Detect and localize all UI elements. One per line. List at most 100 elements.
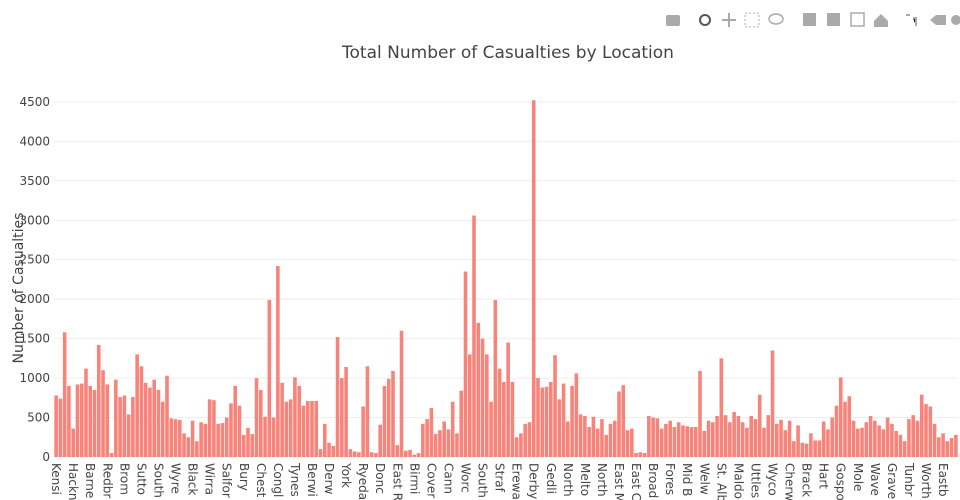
bar xyxy=(438,430,442,457)
bar xyxy=(736,415,741,457)
bar xyxy=(583,415,587,457)
bar xyxy=(301,405,306,457)
y-tick-label: 4000 xyxy=(19,134,50,148)
zoom-icon[interactable] xyxy=(699,14,711,26)
bar xyxy=(702,430,707,457)
bar xyxy=(766,415,771,457)
bar xyxy=(591,416,596,457)
y-tick-label: 2000 xyxy=(19,292,50,306)
bar xyxy=(186,437,191,457)
bar xyxy=(634,453,638,457)
y-tick-label: 1500 xyxy=(19,332,50,346)
bar xyxy=(369,452,374,457)
x-tick-label: Worth xyxy=(919,463,933,499)
spike-icon[interactable] xyxy=(906,14,917,26)
bar xyxy=(779,419,783,457)
bar xyxy=(421,423,425,457)
bar xyxy=(199,422,203,457)
x-tick-label: Mid B xyxy=(680,463,694,496)
bar xyxy=(625,430,630,457)
x-tick-label: Wyre xyxy=(169,463,183,494)
bar xyxy=(344,367,348,457)
bar xyxy=(783,430,788,457)
bar xyxy=(570,385,574,457)
x-tick-label: Birmi xyxy=(407,463,421,494)
bar xyxy=(924,404,928,457)
y-tick-label: 1000 xyxy=(19,371,50,385)
bar xyxy=(544,386,549,457)
bar xyxy=(190,420,195,457)
x-tick-label: Ryeda xyxy=(356,463,370,500)
select-icon[interactable] xyxy=(744,12,760,28)
bar xyxy=(114,379,118,457)
bar xyxy=(548,382,553,457)
bar xyxy=(229,403,233,457)
bar xyxy=(348,449,353,457)
bar xyxy=(365,366,370,457)
bar xyxy=(574,373,579,457)
bar xyxy=(182,433,186,457)
bar xyxy=(131,397,135,457)
pan-icon[interactable] xyxy=(722,13,736,27)
bar xyxy=(335,337,340,457)
x-tick-label: Kensi xyxy=(49,463,63,495)
bar xyxy=(745,427,749,457)
bar xyxy=(276,266,280,457)
x-tick-label: Tunbr xyxy=(902,462,916,496)
bar xyxy=(288,399,293,457)
bar xyxy=(459,390,464,457)
bar xyxy=(101,370,105,457)
bar xyxy=(502,382,506,457)
bar xyxy=(604,434,608,457)
zoom-in-icon[interactable] xyxy=(803,13,816,26)
bar xyxy=(800,442,805,457)
bar xyxy=(58,398,63,457)
bar xyxy=(216,423,220,457)
bar xyxy=(118,397,122,457)
bar xyxy=(809,433,813,457)
bar xyxy=(719,358,724,457)
bar xyxy=(173,419,178,457)
bar xyxy=(894,430,898,457)
x-tick-label: North xyxy=(595,463,609,497)
bar xyxy=(911,415,916,457)
bar xyxy=(949,438,954,457)
bar xyxy=(92,389,97,457)
bar xyxy=(489,401,493,457)
bar xyxy=(126,414,131,457)
bar xyxy=(135,354,139,457)
bar xyxy=(732,412,736,457)
camera-icon[interactable] xyxy=(666,15,680,26)
bar xyxy=(224,417,229,457)
bar xyxy=(608,423,613,457)
bar xyxy=(873,420,877,457)
x-tick-label: Tynes xyxy=(288,462,302,497)
bar xyxy=(821,421,826,457)
bar xyxy=(195,441,199,457)
bar xyxy=(856,428,860,457)
compare-icon[interactable] xyxy=(951,15,960,25)
x-tick-label: East C xyxy=(629,463,643,500)
bar xyxy=(630,428,634,457)
bar xyxy=(259,389,263,457)
bar xyxy=(416,453,421,457)
autoscale-icon[interactable] xyxy=(850,12,865,27)
bar xyxy=(305,400,310,457)
bar xyxy=(655,418,660,457)
bar xyxy=(314,400,319,457)
bar xyxy=(169,418,174,457)
bar xyxy=(617,391,621,457)
bar xyxy=(890,423,894,457)
x-tick-label: Uttles xyxy=(748,463,762,498)
reset-icon[interactable] xyxy=(874,14,888,27)
bar xyxy=(928,406,933,457)
x-tick-label: St. Alb xyxy=(714,463,728,500)
x-tick-label: Sutto xyxy=(134,463,148,495)
lasso-icon[interactable] xyxy=(768,13,784,25)
hover-icon[interactable] xyxy=(930,15,946,25)
x-tick-label: Fores xyxy=(663,463,677,495)
zoom-out-icon[interactable] xyxy=(827,13,840,26)
bar xyxy=(165,375,169,457)
bar xyxy=(220,423,225,457)
